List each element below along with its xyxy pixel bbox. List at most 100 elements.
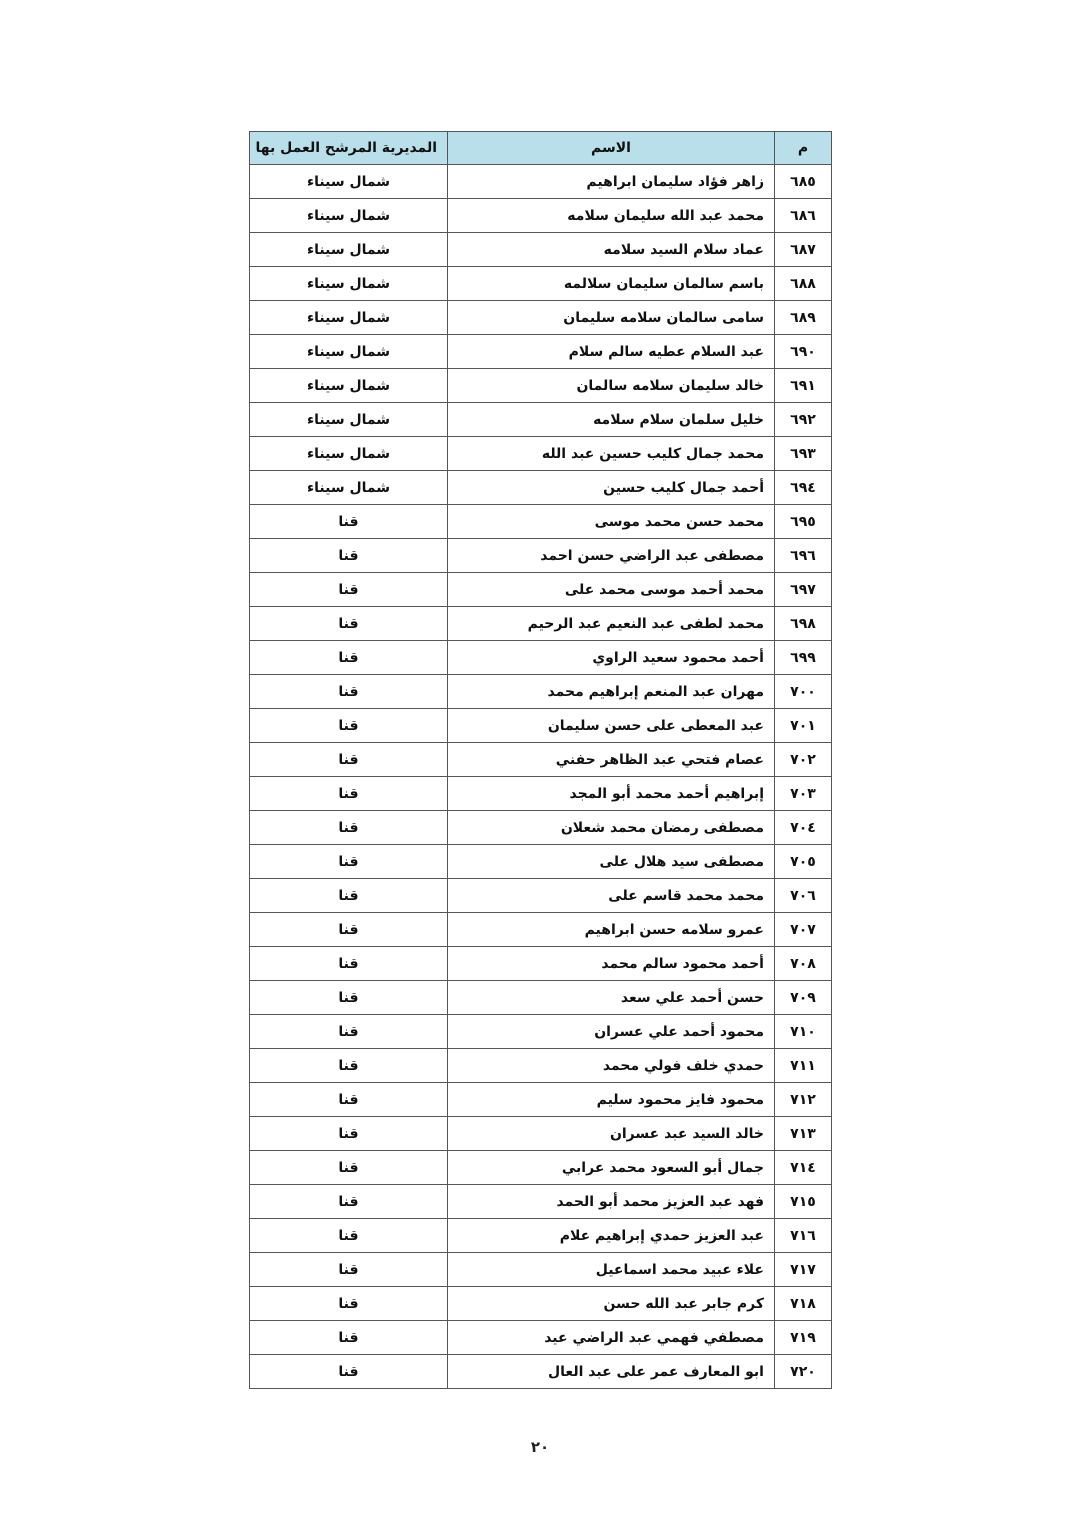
row-number: ٧٠٥ <box>774 844 832 879</box>
row-number: ٧٢٠ <box>774 1354 832 1389</box>
table-row: ٧٠٥ مصطفى سيد هلال على قنا <box>249 844 832 879</box>
row-number: ٦٨٦ <box>774 198 832 233</box>
row-number: ٧١٨ <box>774 1286 832 1321</box>
row-number: ٧١٠ <box>774 1014 832 1049</box>
directorate: قنا <box>249 572 448 607</box>
directorate: قنا <box>249 1014 448 1049</box>
table-row: ٧١٦ عبد العزيز حمدي إبراهيم علام قنا <box>249 1218 832 1253</box>
candidate-name: عصام فتحي عبد الظاهر حفني <box>447 742 775 777</box>
row-number: ٧٠٢ <box>774 742 832 777</box>
row-number: ٧٠٦ <box>774 878 832 913</box>
table-row: ٧٠٩ حسن أحمد علي سعد قنا <box>249 980 832 1015</box>
candidate-name: ابو المعارف عمر على عبد العال <box>447 1354 775 1389</box>
candidate-name: مصطفي فهمي عبد الراضي عيد <box>447 1320 775 1355</box>
row-number: ٧٠٠ <box>774 674 832 709</box>
candidate-name: محمود فايز محمود سليم <box>447 1082 775 1117</box>
table-row: ٧١١ حمدي خلف فولي محمد قنا <box>249 1048 832 1083</box>
table-row: ٦٨٩ سامى سالمان سلامه سليمان شمال سيناء <box>249 300 832 335</box>
table-row: ٧١٢ محمود فايز محمود سليم قنا <box>249 1082 832 1117</box>
table-body: ٦٨٥ زاهر فؤاد سليمان ابراهيم شمال سيناء ٦٨٦… <box>249 164 832 1389</box>
table-row: ٧٠٣ إبراهيم أحمد محمد أبو المجد قنا <box>249 776 832 811</box>
row-number: ٦٩٣ <box>774 436 832 471</box>
candidate-name: محمد محمد قاسم على <box>447 878 775 913</box>
candidate-name: عبد المعطى على حسن سليمان <box>447 708 775 743</box>
directorate: قنا <box>249 1252 448 1287</box>
directorate: قنا <box>249 946 448 981</box>
candidate-name: محمد لطفى عبد النعيم عبد الرحيم <box>447 606 775 641</box>
row-number: ٧٠٩ <box>774 980 832 1015</box>
table-row: ٧١٣ خالد السيد عبد عسران قنا <box>249 1116 832 1151</box>
directorate: قنا <box>249 1116 448 1151</box>
row-number: ٧١٢ <box>774 1082 832 1117</box>
table-row: ٧٠٧ عمرو سلامه حسن ابراهيم قنا <box>249 912 832 947</box>
candidate-name: باسم سالمان سليمان سلالمه <box>447 266 775 301</box>
table-row: ٧٠١ عبد المعطى على حسن سليمان قنا <box>249 708 832 743</box>
candidate-name: زاهر فؤاد سليمان ابراهيم <box>447 164 775 199</box>
table-row: ٧٠٨ أحمد محمود سالم محمد قنا <box>249 946 832 981</box>
candidate-name: حمدي خلف فولي محمد <box>447 1048 775 1083</box>
table-row: ٧١٧ علاء عبيد محمد اسماعيل قنا <box>249 1252 832 1287</box>
directorate: قنا <box>249 1218 448 1253</box>
table-row: ٦٨٦ محمد عبد الله سليمان سلامه شمال سيناء <box>249 198 832 233</box>
table-row: ٧٠٠ مهران عبد المنعم إبراهيم محمد قنا <box>249 674 832 709</box>
row-number: ٦٩٤ <box>774 470 832 505</box>
directorate: قنا <box>249 504 448 539</box>
table-row: ٦٩٠ عبد السلام عطيه سالم سلام شمال سيناء <box>249 334 832 369</box>
directorate: شمال سيناء <box>249 198 448 233</box>
table-row: ٦٩٦ مصطفى عبد الراضي حسن احمد قنا <box>249 538 832 573</box>
row-number: ٦٩٨ <box>774 606 832 641</box>
candidate-name: عمرو سلامه حسن ابراهيم <box>447 912 775 947</box>
directorate: قنا <box>249 1286 448 1321</box>
directorate: قنا <box>249 878 448 913</box>
directorate: شمال سيناء <box>249 164 448 199</box>
candidate-name: أحمد جمال كليب حسين <box>447 470 775 505</box>
header-row: م الاسم المديرية المرشح العمل بها <box>249 131 832 165</box>
directorate: قنا <box>249 640 448 675</box>
candidate-name: فهد عبد العزيز محمد أبو الحمد <box>447 1184 775 1219</box>
row-number: ٧١٦ <box>774 1218 832 1253</box>
directorate: قنا <box>249 810 448 845</box>
directorate: شمال سيناء <box>249 334 448 369</box>
candidate-name: كرم جابر عبد الله حسن <box>447 1286 775 1321</box>
table-row: ٦٩٣ محمد جمال كليب حسين عبد الله شمال سينا… <box>249 436 832 471</box>
row-number: ٧١٣ <box>774 1116 832 1151</box>
row-number: ٧٠٨ <box>774 946 832 981</box>
directorate: قنا <box>249 606 448 641</box>
candidate-name: خالد سليمان سلامه سالمان <box>447 368 775 403</box>
row-number: ٦٩٦ <box>774 538 832 573</box>
table-row: ٧١٠ محمود أحمد علي عسران قنا <box>249 1014 832 1049</box>
table-row: ٧١٨ كرم جابر عبد الله حسن قنا <box>249 1286 832 1321</box>
candidate-name: سامى سالمان سلامه سليمان <box>447 300 775 335</box>
candidate-name: محمد جمال كليب حسين عبد الله <box>447 436 775 471</box>
row-number: ٦٩٥ <box>774 504 832 539</box>
directorate: قنا <box>249 776 448 811</box>
directorate: شمال سيناء <box>249 266 448 301</box>
table-row: ٦٩٥ محمد حسن محمد موسى قنا <box>249 504 832 539</box>
candidate-name: محمد أحمد موسى محمد على <box>447 572 775 607</box>
row-number: ٦٨٨ <box>774 266 832 301</box>
directorate: شمال سيناء <box>249 300 448 335</box>
table-row: ٦٩٨ محمد لطفى عبد النعيم عبد الرحيم قنا <box>249 606 832 641</box>
directorate: قنا <box>249 1320 448 1355</box>
candidate-name: أحمد محمود سالم محمد <box>447 946 775 981</box>
table-row: ٦٨٧ عماد سلام السيد سلامه شمال سيناء <box>249 232 832 267</box>
candidate-name: أحمد محمود سعيد الراوي <box>447 640 775 675</box>
row-number: ٧١٤ <box>774 1150 832 1185</box>
directorate: قنا <box>249 674 448 709</box>
candidate-name: خالد السيد عبد عسران <box>447 1116 775 1151</box>
candidate-name: مصطفى سيد هلال على <box>447 844 775 879</box>
row-number: ٦٩١ <box>774 368 832 403</box>
row-number: ٦٩٩ <box>774 640 832 675</box>
candidate-name: محمود أحمد علي عسران <box>447 1014 775 1049</box>
row-number: ٦٩٠ <box>774 334 832 369</box>
candidate-name: مهران عبد المنعم إبراهيم محمد <box>447 674 775 709</box>
candidate-name: خليل سلمان سلام سلامه <box>447 402 775 437</box>
directorate: شمال سيناء <box>249 470 448 505</box>
directorate: شمال سيناء <box>249 436 448 471</box>
directorate: شمال سيناء <box>249 402 448 437</box>
row-number: ٧١٧ <box>774 1252 832 1287</box>
directorate: قنا <box>249 708 448 743</box>
row-number: ٧٠٣ <box>774 776 832 811</box>
table-row: ٦٩١ خالد سليمان سلامه سالمان شمال سيناء <box>249 368 832 403</box>
